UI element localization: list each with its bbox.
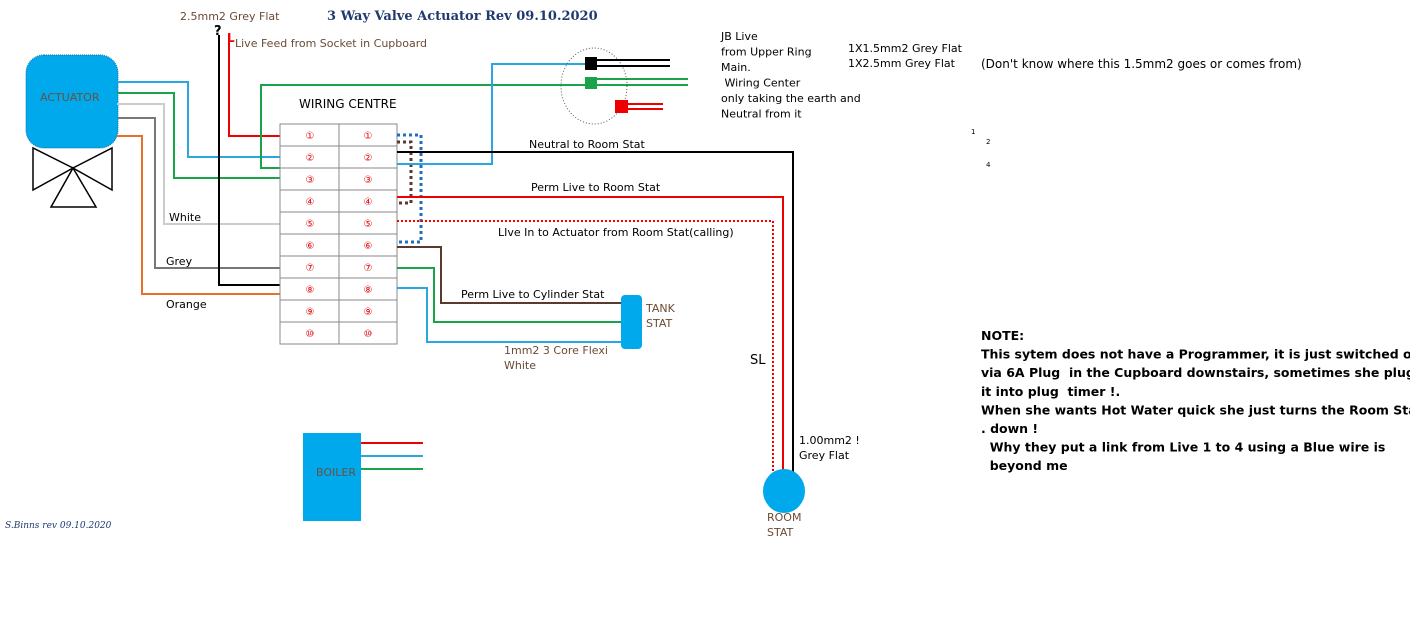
cable-label-1: 1X1.5mm2 Grey Flat: [848, 42, 963, 55]
terminal-number-right: ⑩: [364, 329, 373, 340]
note-line: When she wants Hot Water quick she just …: [981, 402, 1410, 417]
terminal-number-right: ⑧: [364, 285, 373, 296]
flexi-label-2: White: [504, 359, 536, 372]
live-feed-label: Live Feed from Socket in Cupboard: [235, 37, 427, 50]
actuator-green-wire: [117, 92, 280, 179]
terminal-number-left: ⑤: [306, 219, 315, 230]
grey-flat-label: 2.5mm2 Grey Flat: [180, 10, 280, 23]
tank-stat-box: [621, 295, 642, 349]
boiler-box: [303, 433, 361, 521]
note-line: This sytem does not have a Programmer, i…: [981, 347, 1410, 362]
jb-line: from Upper Ring: [721, 46, 812, 59]
jb-blue-wire: [397, 63, 590, 165]
note-line: beyond me: [981, 458, 1068, 473]
perm-live-room-label: Perm Live to Room Stat: [531, 181, 661, 194]
terminal-number-left: ⑨: [306, 307, 315, 318]
tank-stat-label-1: TANK: [645, 302, 676, 315]
room-stat-circle: [763, 469, 805, 513]
terminal-number-left: ⑦: [306, 263, 315, 274]
white-label: White: [169, 211, 201, 224]
note-line: Why they put a link from Live 1 to 4 usi…: [981, 440, 1385, 455]
small-num-2: 2: [986, 138, 990, 146]
room-cable-label-1: 1.00mm2 !: [799, 434, 860, 447]
room-cable-label-2: Grey Flat: [799, 449, 850, 462]
terminal-number-left: ⑩: [306, 329, 315, 340]
note-line: it into plug timer !.: [981, 384, 1120, 399]
jb-line: only taking the earth and: [721, 92, 861, 105]
earth-green-wire: [260, 84, 688, 169]
jb-line: Main.: [721, 61, 751, 74]
cylinder-brown-wire: [397, 246, 625, 304]
tank-stat-label-2: STAT: [646, 317, 673, 330]
actuator-orange-wire: [117, 135, 280, 295]
terminal-number-right: ③: [364, 175, 373, 186]
room-stat-label-2: STAT: [767, 526, 794, 539]
orange-label: Orange: [166, 298, 207, 311]
terminal-number-left: ②: [306, 153, 315, 164]
sl-label: SL: [750, 353, 766, 368]
terminal-number-right: ①: [364, 131, 373, 142]
actuator-blue-wire: [117, 81, 280, 158]
actuator-grey-wire: [117, 117, 280, 269]
switched-live-wire: [397, 220, 774, 472]
perm-live-cyl-label: Perm Live to Cylinder Stat: [461, 288, 605, 301]
cylinder-blue-wire: [397, 287, 625, 343]
actuator-white-wire: [117, 103, 280, 225]
wiring-centre-label: WIRING CENTRE: [299, 97, 397, 111]
terminal-number-right: ④: [364, 197, 373, 208]
terminal-number-left: ④: [306, 197, 315, 208]
grey-label: Grey: [166, 255, 193, 268]
terminal-number-right: ⑤: [364, 219, 373, 230]
terminal-number-left: ⑧: [306, 285, 315, 296]
diagram-title: 3 Way Valve Actuator Rev 09.10.2020: [327, 9, 598, 24]
note-line: NOTE:: [981, 328, 1024, 343]
note-line: . down !: [981, 421, 1038, 436]
valve-icon: [32, 146, 113, 208]
jb-neutral-terminal: [585, 57, 597, 70]
terminal-number-right: ⑦: [364, 263, 373, 274]
terminal-number-right: ②: [364, 153, 373, 164]
live-in-label: LIve In to Actuator from Room Stat(calli…: [498, 226, 734, 239]
room-stat-label-1: ROOM: [767, 511, 801, 524]
question-mark: ?: [214, 24, 222, 39]
cylinder-green-wire: [397, 267, 625, 323]
signature: S.Binns rev 09.10.2020: [5, 521, 112, 531]
junction-box-circle: [560, 47, 628, 125]
jb-line: Neutral from it: [721, 108, 802, 121]
feed-black-wire: [218, 35, 280, 286]
terminal-number-right: ⑥: [364, 241, 373, 252]
dont-know-label: (Don't know where this 1.5mm2 goes or co…: [981, 57, 1302, 71]
boiler-label: BOILER: [316, 466, 356, 479]
small-num-1: 1: [971, 128, 975, 136]
neutral-room-wire: [397, 151, 794, 472]
jb-description: JB Live from Upper Ring Main. Wiring Cente…: [720, 30, 861, 121]
blue-link-wire: [397, 133, 423, 244]
feed-red-wire: [228, 35, 280, 137]
terminal-cell-right: [338, 321, 398, 345]
neutral-room-label: Neutral to Room Stat: [529, 138, 645, 151]
perm-live-room-wire: [397, 196, 784, 472]
jb-earth-terminal: [585, 77, 597, 89]
actuator-label: ACTUATOR: [40, 91, 100, 104]
small-num-4: 4: [986, 161, 991, 169]
terminal-number-right: ⑨: [364, 307, 373, 318]
brown-link-wire: [397, 140, 413, 205]
terminal-number-left: ①: [306, 131, 315, 142]
jb-line: Wiring Center: [721, 77, 801, 90]
live-l-label: L: [227, 31, 235, 45]
jb-live-terminal: [615, 100, 628, 113]
note-block: NOTE: This sytem does not have a Programm…: [981, 328, 1410, 473]
terminal-block: ① ① ② ② ③ ③ ④ ④ ⑤ ⑤ ⑥ ⑥ ⑦ ⑦ ⑧ ⑧ ⑨ ⑨ ⑩ ⑩: [279, 123, 398, 345]
actuator-box: [25, 54, 119, 149]
cable-label-2: 1X2.5mm Grey Flat: [848, 57, 956, 70]
terminal-number-left: ⑥: [306, 241, 315, 252]
flexi-label-1: 1mm2 3 Core Flexi: [504, 344, 608, 357]
note-line: via 6A Plug in the Cupboard downstairs, …: [981, 365, 1410, 380]
terminal-number-left: ③: [306, 175, 315, 186]
jb-line: JB Live: [720, 30, 758, 43]
